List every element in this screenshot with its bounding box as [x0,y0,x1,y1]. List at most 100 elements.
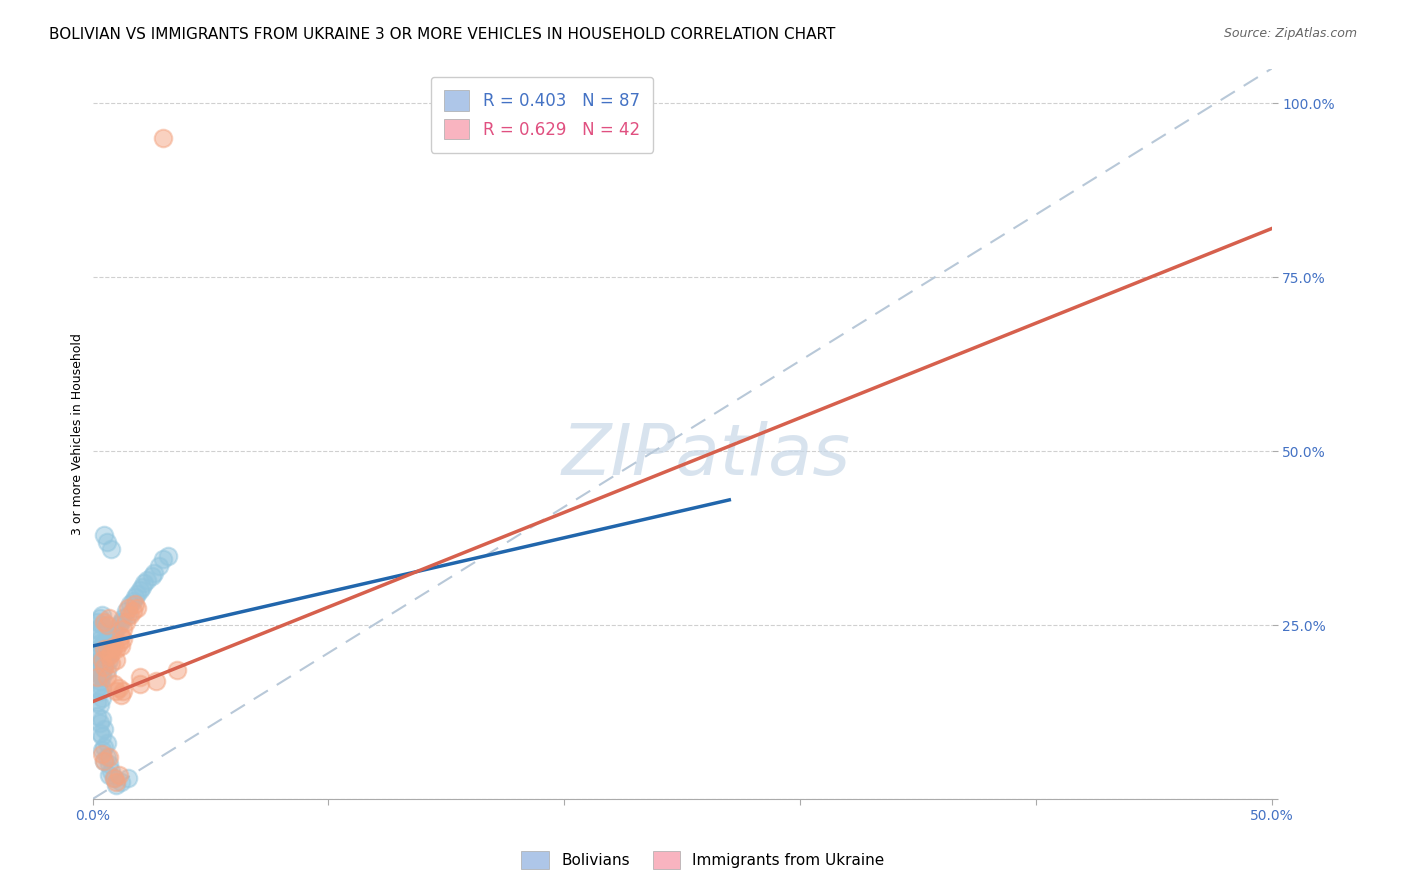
Point [121,594,143,608]
Point [107,635,129,649]
Point [91,730,114,744]
Point [86,681,108,695]
Point [105,774,128,789]
Point [112,632,135,646]
Point [96,750,118,764]
Point [89,653,111,667]
Point [91,681,114,695]
Point [100,541,122,556]
Point [93,642,115,657]
Point [157,549,180,563]
Point [89,726,111,740]
Point [107,768,129,782]
Point [145,673,167,688]
Point [124,597,146,611]
Point [124,591,146,605]
Point [131,580,153,594]
Point [103,622,125,636]
Point [141,569,163,583]
Point [127,587,149,601]
Point [100,657,122,671]
Point [103,677,125,691]
Legend: R = 0.403   N = 87, R = 0.629   N = 42: R = 0.403 N = 87, R = 0.629 N = 42 [432,77,654,153]
Point [93,739,115,754]
Point [93,660,115,674]
Point [86,622,108,636]
Point [91,607,114,622]
Point [148,559,170,574]
Point [100,646,122,660]
Point [121,604,143,618]
Point [105,653,128,667]
Point [86,615,108,629]
Point [91,653,114,667]
Point [89,632,111,646]
Point [93,657,115,671]
Point [93,660,115,674]
Point [93,723,115,737]
Point [93,646,115,660]
Point [86,708,108,723]
Point [93,615,115,629]
Point [107,681,129,695]
Point [135,573,157,587]
Point [103,771,125,785]
Point [98,629,121,643]
Point [91,639,114,653]
Point [91,743,114,757]
Point [100,635,122,649]
Point [112,622,135,636]
Point [96,649,118,664]
Point [110,639,132,653]
Point [98,653,121,667]
Point [89,684,111,698]
Point [98,757,121,772]
Point [86,670,108,684]
Point [100,642,122,657]
Point [128,670,150,684]
Point [89,625,111,640]
Point [91,618,114,632]
Point [152,552,174,566]
Point [93,649,115,664]
Point [105,642,128,657]
Point [89,673,111,688]
Point [91,657,114,671]
Point [120,607,142,622]
Point [103,771,125,785]
Point [89,666,111,681]
Point [120,597,142,611]
Legend: Bolivians, Immigrants from Ukraine: Bolivians, Immigrants from Ukraine [515,845,891,875]
Point [86,642,108,657]
Point [89,715,111,730]
Point [86,695,108,709]
Point [89,646,111,660]
Point [110,774,132,789]
Text: ZIPatlas: ZIPatlas [561,421,851,491]
Point [134,576,156,591]
Point [110,615,132,629]
Point [96,618,118,632]
Point [96,642,118,657]
Point [107,618,129,632]
Point [93,754,115,768]
Point [98,768,121,782]
Point [96,736,118,750]
Point [96,534,118,549]
Text: BOLIVIAN VS IMMIGRANTS FROM UKRAINE 3 OR MORE VEHICLES IN HOUSEHOLD CORRELATION : BOLIVIAN VS IMMIGRANTS FROM UKRAINE 3 OR… [49,27,835,42]
Point [98,611,121,625]
Point [96,642,118,657]
Point [110,629,132,643]
Point [152,131,174,145]
Point [128,583,150,598]
Point [96,664,118,678]
Point [91,691,114,706]
Point [91,747,114,761]
Point [100,764,122,779]
Point [91,712,114,726]
Point [112,684,135,698]
Point [105,622,128,636]
Point [103,625,125,640]
Point [96,632,118,646]
Point [91,639,114,653]
